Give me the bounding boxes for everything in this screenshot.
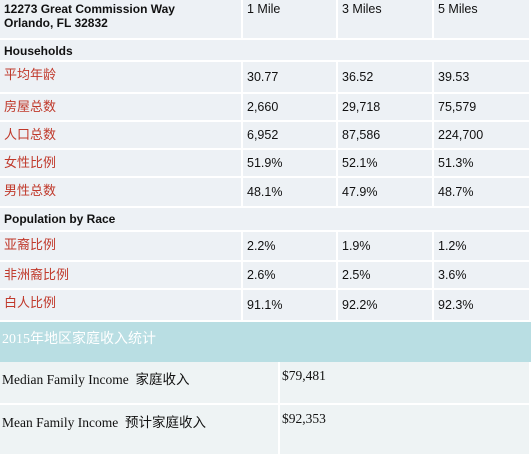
row-value: 2.6% [243,262,338,290]
address-line: Orlando, FL 32832 [4,16,108,30]
row-value: 75,579 [434,94,531,122]
row-value: 51.3% [434,150,531,178]
row-value: 2,660 [243,94,338,122]
income-value: $79,481 [280,362,531,405]
row-value: 47.9% [338,178,434,208]
column-header: 1 Mile [243,0,338,40]
row-label: 男性总数 [0,178,243,208]
row-value: 52.1% [338,150,434,178]
row-value: 92.2% [338,290,434,322]
row-label: 白人比例 [0,290,243,322]
row-value: 2.2% [243,232,338,262]
group-title: Population by Race [0,208,531,232]
row-value: 39.53 [434,62,531,94]
address-line: 12273 Great Commission Way [4,2,175,16]
row-value: 30.77 [243,62,338,94]
row-label: 亚裔比例 [0,232,243,262]
row-value: 48.1% [243,178,338,208]
row-value: 1.9% [338,232,434,262]
row-label: 房屋总数 [0,94,243,122]
row-value: 87,586 [338,122,434,150]
row-label: 女性比例 [0,150,243,178]
row-label: 非洲裔比例 [0,262,243,290]
row-value: 2.5% [338,262,434,290]
row-value: 1.2% [434,232,531,262]
row-value: 91.1% [243,290,338,322]
group-title: Households [0,40,531,62]
row-value: 3.6% [434,262,531,290]
income-value: $92,353 [280,405,531,456]
row-value: 224,700 [434,122,531,150]
row-value: 92.3% [434,290,531,322]
row-label: 人口总数 [0,122,243,150]
row-label: 平均年龄 [0,62,243,94]
row-value: 48.7% [434,178,531,208]
row-value: 29,718 [338,94,434,122]
income-label: Mean Family Income 预计家庭收入 [0,405,280,456]
address-cell: 12273 Great Commission Way Orlando, FL 32… [0,0,243,40]
income-label: Median Family Income 家庭收入 [0,362,280,405]
income-title: 2015年地区家庭收入统计 [0,322,531,362]
row-value: 51.9% [243,150,338,178]
row-value: 6,952 [243,122,338,150]
column-header: 3 Miles [338,0,434,40]
row-value: 36.52 [338,62,434,94]
column-header: 5 Miles [434,0,531,40]
